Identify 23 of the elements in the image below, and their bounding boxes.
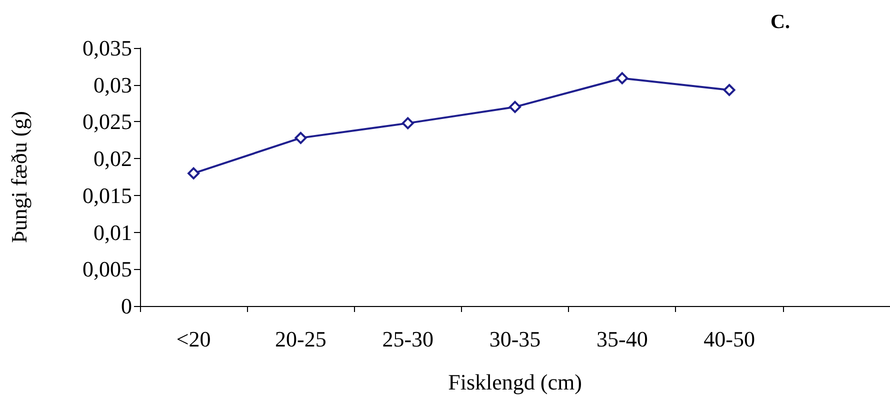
y-tick-label: 0,015 [82, 182, 132, 208]
text: C. [770, 11, 790, 33]
y-tick-label: 0,005 [82, 256, 132, 282]
y-tick-label: 0,03 [94, 72, 132, 98]
point [294, 132, 307, 144]
y-tick-label: 0 [121, 294, 132, 318]
y-tick-label: 0,01 [94, 220, 132, 245]
point [723, 84, 736, 96]
y-tick-label: 0,02 [94, 146, 132, 172]
y-tick-label: 0,035 [82, 36, 132, 60]
x-axis-title: Fisklengd (cm) [448, 370, 582, 394]
y-axis-title: Þungi fæðu (g) [6, 111, 32, 243]
point [188, 167, 200, 180]
x-tick-label: 20-25 [275, 326, 326, 352]
point [616, 72, 628, 84]
x-tick-label: 35-40 [596, 326, 648, 352]
x-tick-label: 25-30 [382, 326, 434, 352]
point [402, 117, 414, 130]
x-tick-label: 40-50 [704, 326, 755, 352]
x-tick-label: 30-35 [489, 326, 541, 352]
y-tick-label: 0,025 [82, 109, 132, 134]
point [509, 100, 521, 113]
x-tick-label: <20 [176, 326, 211, 352]
